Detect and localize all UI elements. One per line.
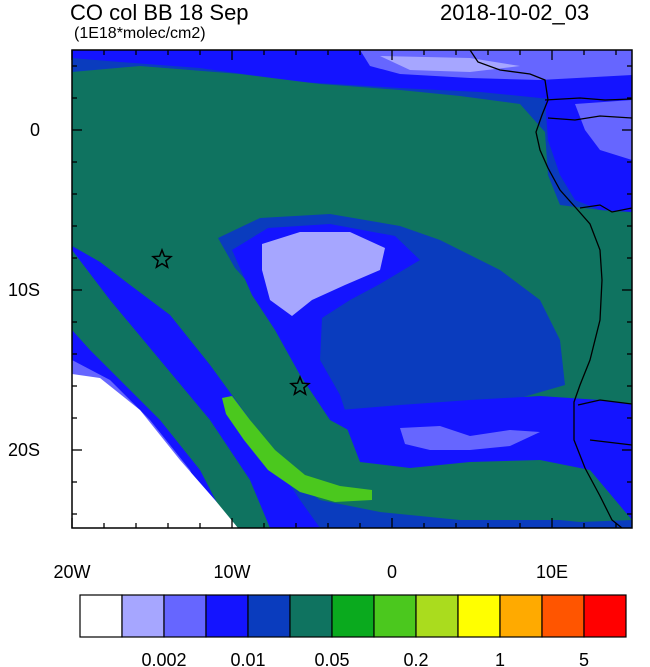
markers [151, 247, 311, 396]
star-marker-2 [289, 374, 311, 396]
colorbar-swatch [331, 594, 375, 638]
colorbar-label: 0.05 [314, 650, 349, 667]
colorbar-swatch [289, 594, 333, 638]
colorbar-swatch [121, 594, 165, 638]
colorbar-label: 1 [495, 650, 505, 667]
lon-label-10w: 10W [213, 562, 250, 582]
lat-labels: 0 10S 20S [8, 120, 40, 460]
colorbar-swatch [247, 594, 291, 638]
colorbar-swatch [205, 594, 249, 638]
colorbar-swatch [499, 594, 543, 638]
lat-label-10s: 10S [8, 280, 40, 300]
colorbar-label: 5 [579, 650, 589, 667]
colorbar-swatch [541, 594, 585, 638]
star-marker-1 [151, 247, 173, 269]
colorbar-swatch [79, 594, 123, 638]
lat-label-20s: 20S [8, 440, 40, 460]
colorbar-label: 0.2 [403, 650, 428, 667]
colorbar-swatch [163, 594, 207, 638]
map-frame [71, 49, 633, 529]
map-datetime: 2018-10-02_03 [440, 0, 590, 25]
colorbar-swatch [583, 594, 627, 638]
lon-label-0: 0 [387, 562, 397, 582]
map-field [72, 50, 632, 528]
map-units: (1E18*molec/cm2) [74, 25, 206, 42]
colorbar-labels: 0.002 0.01 0.05 0.2 1 5 [141, 650, 589, 667]
lat-label-0: 0 [30, 120, 40, 140]
colorbar-swatch [373, 594, 417, 638]
colorbar [79, 594, 627, 638]
lon-label-10e: 10E [536, 562, 568, 582]
axis-ticks [71, 50, 632, 528]
lon-label-20w: 20W [53, 562, 90, 582]
map-title: CO col BB 18 Sep [70, 0, 249, 25]
colorbar-swatch [457, 594, 501, 638]
coastline [469, 50, 632, 528]
colorbar-label: 0.002 [141, 650, 186, 667]
colorbar-swatch [415, 594, 459, 638]
lon-labels: 20W 10W 0 10E [53, 562, 568, 582]
colorbar-label: 0.01 [230, 650, 265, 667]
